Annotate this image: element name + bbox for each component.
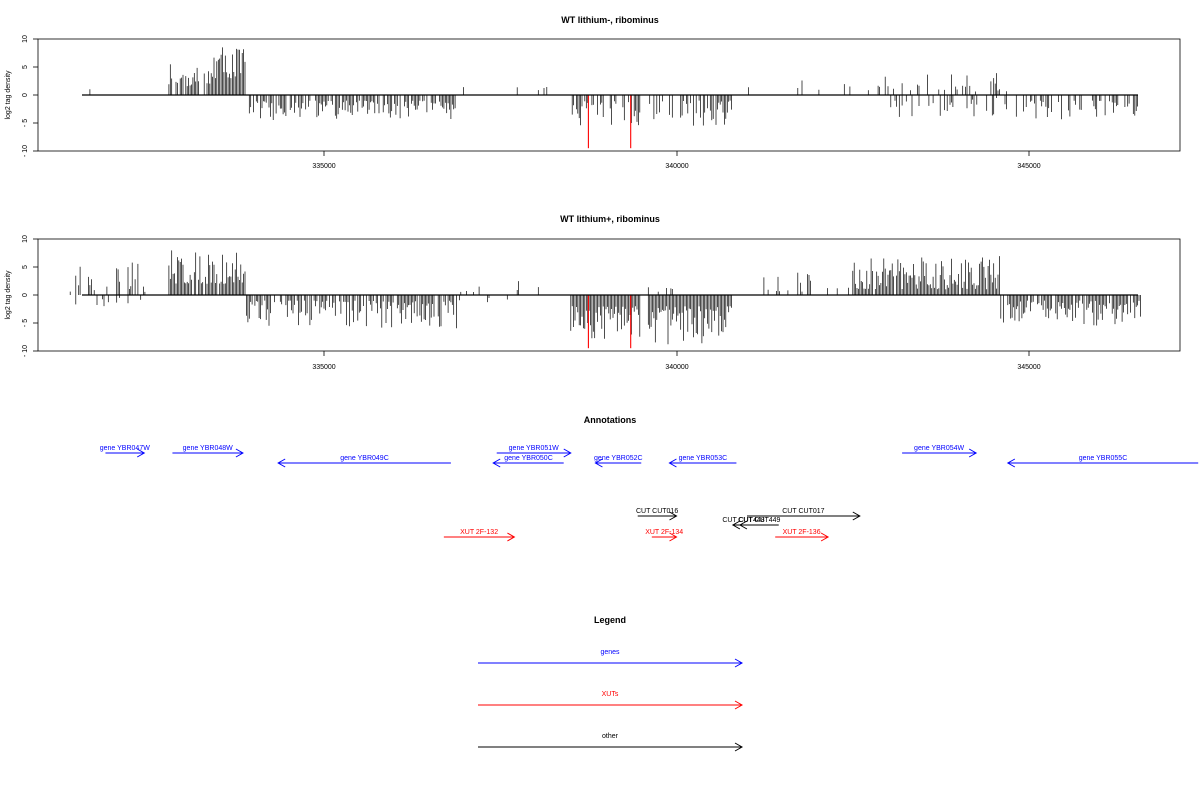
legend-arrow	[478, 658, 744, 668]
feature-label: gene YBR050C	[504, 455, 553, 462]
feature-label: gene YBR048W	[183, 445, 233, 452]
panel-1-xtick-label: 340000	[665, 163, 688, 170]
panel-1-ytick-label: 5	[22, 65, 29, 69]
feature-label: XUT 2F-132	[460, 529, 498, 536]
feature-label: gene YBR047W	[100, 445, 150, 452]
feature-label: gene YBR055C	[1079, 455, 1128, 462]
panel-2-ytick-label: 0	[22, 293, 29, 297]
panel-2-ylabel: log2 tag density	[5, 270, 12, 320]
feature-arrow	[651, 532, 678, 542]
feature-arrow	[775, 532, 830, 542]
legend-items: genes XUTs other	[478, 649, 744, 752]
legend-arrow	[478, 742, 744, 752]
panel-2-xtick-label: 340000	[665, 364, 688, 371]
panel-2-xaxis: 335000 340000 345000	[312, 351, 1041, 371]
legend: Legend genes XUTs other	[478, 615, 744, 752]
feature-arrow	[668, 458, 737, 468]
panel-1-bars	[89, 47, 1138, 149]
feature-arrow	[902, 448, 978, 458]
panel-1-ytick-label: - 10	[22, 145, 29, 157]
feature-arrow	[496, 448, 572, 458]
panel-1-title: WT lithium-, ribominus	[561, 15, 659, 25]
panel-1-ytick-label: - 5	[22, 119, 29, 127]
panel-2-title: WT lithium+, ribominus	[560, 214, 660, 224]
panel-1-xaxis: 335000 340000 345000	[312, 151, 1041, 170]
panel-2-ytick-label: 5	[22, 265, 29, 269]
panel-2-ytick-label: 10	[22, 235, 29, 243]
feature-arrow	[105, 448, 146, 458]
feature-arrow	[738, 520, 779, 530]
panel-2-yaxis: 10 5 0 - 5 - 10	[22, 235, 38, 357]
panel-1-yaxis: 10 5 0 - 5 - 10	[22, 35, 38, 157]
feature-arrow	[172, 448, 244, 458]
legend-label: genes	[600, 649, 620, 656]
panel-1-ytick-label: 0	[22, 93, 29, 97]
panel-1-ylabel: log2 tag density	[5, 70, 12, 120]
feature-label: gene YBR054W	[914, 445, 964, 452]
annotations-panel: Annotations gene YBR047W gene YBR048Wgene…	[100, 415, 1199, 542]
panel-2-ytick-label: - 5	[22, 319, 29, 327]
panel-1-xtick-label: 345000	[1017, 163, 1040, 170]
panel-2-xtick-label: 335000	[312, 364, 335, 371]
feature-label: CUT CUT448	[722, 517, 764, 524]
feature-arrow	[443, 532, 516, 542]
feature-label: gene YBR051W	[509, 445, 559, 452]
feature-label: CUT CUT017	[782, 508, 824, 515]
feature-label: XUT 2F-136	[783, 529, 821, 536]
feature-arrow	[1006, 458, 1199, 468]
feature-arrow	[747, 511, 861, 521]
panel-2-bars	[69, 250, 1141, 349]
feature-arrow	[492, 458, 564, 468]
feature-label: gene YBR053C	[679, 455, 728, 462]
panel-2-xtick-label: 345000	[1017, 364, 1040, 371]
panel-2-ytick-label: - 10	[22, 345, 29, 357]
legend-title: Legend	[594, 615, 626, 625]
legend-label: XUTs	[602, 691, 619, 698]
annotations-title: Annotations	[584, 415, 637, 425]
panel-1: WT lithium-, ribominus log2 tag density …	[5, 15, 1181, 170]
feature-arrow	[637, 511, 678, 521]
feature-arrow	[594, 458, 642, 468]
legend-label: other	[602, 733, 619, 740]
feature-arrow	[277, 458, 451, 468]
feature-label: gene YBR049C	[340, 455, 389, 462]
feature-label: gene YBR052C	[594, 455, 643, 462]
feature-label: CUT CUT449	[738, 517, 780, 524]
feature-label: XUT 2F-134	[645, 529, 683, 536]
legend-arrow	[478, 700, 744, 710]
feature-label: CUT CUT016	[636, 508, 678, 515]
panel-1-xtick-label: 335000	[312, 163, 335, 170]
panel-2: WT lithium+, ribominus log2 tag density …	[5, 214, 1181, 371]
annotation-tracks: gene YBR047W gene YBR048W gene YBR049C gene…	[100, 445, 1199, 542]
panel-1-ytick-label: 10	[22, 35, 29, 43]
